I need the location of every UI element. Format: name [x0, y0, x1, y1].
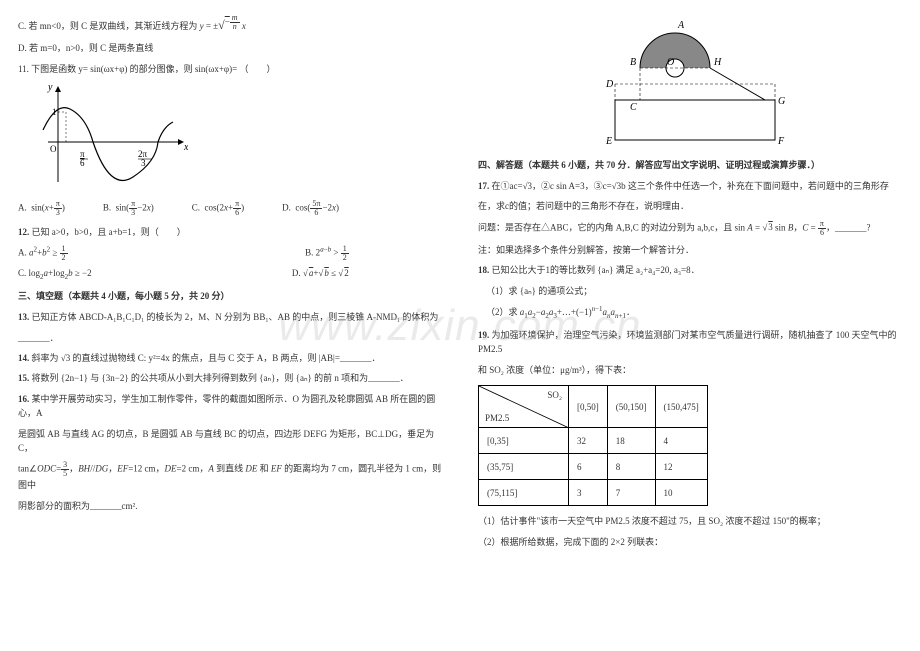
q16-text: 16. 某中学开展劳动实习，学生加工制作零件，零件的截面如图所示．O 为圆孔及轮… — [18, 392, 442, 421]
q12-options-row2: C. log2a+log2b ≥ −2 D. √a+√b ≤ √2 — [18, 268, 349, 281]
q11-opt-c: C. cos(2x+π6) — [192, 200, 244, 217]
table-row: (35,75] 6 8 12 — [479, 454, 708, 480]
q17-text-2: 在，求c的值；若问题中的三角形不存在，说明理由． — [478, 199, 902, 213]
svg-text:C: C — [630, 102, 637, 113]
svg-text:A: A — [677, 20, 685, 31]
svg-text:6: 6 — [80, 158, 85, 168]
q12-text: 12. 已知 a>0，b>0，且 a+b=1，则（ ） — [18, 225, 442, 239]
q19-sub2: （2）根据所给数据，完成下面的 2×2 列联表： — [478, 535, 902, 549]
svg-text:x: x — [183, 142, 188, 153]
col-h1: [0,50] — [569, 386, 608, 428]
sine-graph: x y O 1 π 6 2π 3 — [38, 82, 188, 192]
q11-opt-d: D. cos(5π6−2x) — [282, 200, 339, 217]
q16-text-4: 阴影部分的面积为_______cm². — [18, 499, 442, 513]
q11-opt-b: B. sin(π3−2x) — [103, 200, 154, 217]
q11-opt-a: A. sin(x+π3) — [18, 200, 65, 217]
q18-2: （2）求 a1a2−a2a3+…+(−1)n−1anan+1． — [478, 304, 902, 322]
q19-sub1: （1）估计事件"该市一天空气中 PM2.5 浓度不超过 75，且 SO₂ 浓度不… — [478, 514, 902, 528]
col-h3: (150,475] — [655, 386, 707, 428]
svg-text:E: E — [605, 136, 612, 147]
svg-text:O: O — [667, 57, 674, 68]
q12-opt-d: D. √a+√b ≤ √2 — [292, 268, 349, 281]
svg-text:D: D — [605, 79, 614, 90]
svg-text:1: 1 — [52, 107, 57, 117]
svg-text:G: G — [778, 96, 785, 107]
svg-text:H: H — [713, 57, 722, 68]
svg-text:y: y — [47, 82, 53, 93]
table-row: (75,115] 3 7 10 — [479, 480, 708, 506]
left-column: C. 若 mn<0，则 C 是双曲线，其渐近线方程为 y = ±√−mn x D… — [0, 0, 460, 651]
geometry-diagram: A B O H D C G E F — [580, 10, 800, 150]
q12-opt-a: A. a2+b2 ≥ 12 — [18, 245, 68, 262]
freq-table: SO₂ PM2.5 [0,50] (50,150] (150,475] [0,3… — [478, 385, 708, 506]
section3-heading: 三、填空题（本题共 4 小题，每小题 5 分，共 20 分） — [18, 289, 442, 302]
q18-text: 18. 已知公比大于1的等比数列 {aₙ} 满足 a₂+a₄=20, a₃=8． — [478, 263, 902, 277]
q13-blank: _______． — [18, 331, 442, 345]
q12-options-row1: A. a2+b2 ≥ 12 B. 2a−b > 12 — [18, 245, 349, 262]
q17-text-4: 注：如果选择多个条件分别解答，按第一个解答计分． — [478, 243, 902, 257]
q11-options: A. sin(x+π3) B. sin(π3−2x) C. cos(2x+π6)… — [18, 200, 442, 217]
option-d-text: D. 若 m=0，n>0，则 C 是两条直线 — [18, 41, 442, 55]
q11-text: 11. 下图是函数 y= sin(ωx+φ) 的部分图像，则 sin(ωx+φ)… — [18, 62, 442, 76]
col-h2: (50,150] — [607, 386, 655, 428]
q13-text: 13. 已知正方体 ABCD-A₁B₁C₁D₁ 的棱长为 2，M、N 分别为 B… — [18, 310, 442, 324]
section4-heading: 四、解答题（本题共 6 小题，共 70 分．解答应写出文字说明、证明过程或演算步… — [478, 158, 902, 171]
q17-text-3: 问题：是否存在△ABC，它的内角 A,B,C 的对边分别为 a,b,c，且 si… — [478, 220, 902, 237]
q12-opt-c: C. log2a+log2b ≥ −2 — [18, 268, 92, 281]
q19-text-1: 19. 为加强环境保护，治理空气污染，环境监测部门对某市空气质量进行调研，随机抽… — [478, 328, 902, 357]
svg-text:O: O — [50, 144, 57, 154]
svg-text:3: 3 — [141, 158, 146, 168]
q15-text: 15. 将数列 {2n−1} 与 {3n−2} 的公共项从小到大排列得到数列 {… — [18, 371, 442, 385]
table-header-diag: SO₂ PM2.5 — [479, 386, 569, 428]
right-column: A B O H D C G E F 四、解答题（本题共 6 小题，共 70 分．… — [460, 0, 920, 651]
q14-text: 14. 斜率为 √3 的直线过抛物线 C: y²=4x 的焦点，且与 C 交于 … — [18, 351, 442, 365]
q12-opt-b: B. 2a−b > 12 — [305, 245, 349, 262]
q18-1: （1）求 {aₙ} 的通项公式； — [478, 284, 902, 298]
page-container: C. 若 mn<0，则 C 是双曲线，其渐近线方程为 y = ±√−mn x D… — [0, 0, 920, 651]
svg-text:B: B — [630, 57, 636, 68]
svg-text:F: F — [777, 136, 785, 147]
q16-text-2: 是圆弧 AB 与直线 AG 的切点，B 是圆弧 AB 与直线 BC 的切点，四边… — [18, 427, 442, 456]
table-row: [0,35] 32 18 4 — [479, 428, 708, 454]
q17-text-1: 17. 在①ac=√3，②c sin A=3，③c=√3b 这三个条件中任选一个… — [478, 179, 902, 193]
q16-text-3: tan∠ODC=35，BH//DG，EF=12 cm，DE=2 cm，A 到直线… — [18, 461, 442, 492]
option-c-text: C. 若 mn<0，则 C 是双曲线，其渐近线方程为 y = ±√−mn x — [18, 16, 442, 35]
q19-text-2: 和 SO₂ 浓度（单位：μg/m³），得下表： — [478, 363, 902, 377]
